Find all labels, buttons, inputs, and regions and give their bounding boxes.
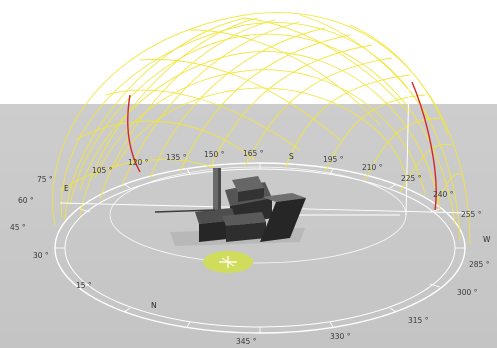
- compass-degree-285: 285 °: [469, 260, 490, 269]
- compass-degree-300: 300 °: [457, 288, 478, 297]
- compass-dir-north: N: [151, 301, 157, 310]
- compass-degree-330: 330 °: [330, 332, 351, 341]
- compass-degree-255: 255 °: [461, 210, 482, 219]
- compass-degree-135: 135 °: [166, 153, 187, 162]
- compass-dir-east: E: [64, 184, 69, 193]
- compass-degree-75: 75 °: [37, 175, 53, 184]
- helipad-marker-icon: [203, 251, 253, 273]
- seasonal-arc-east: [127, 94, 141, 173]
- compass-degree-165: 165 °: [243, 149, 264, 158]
- compass-dir-south: S: [289, 152, 294, 161]
- compass-dir-west: W: [483, 235, 491, 244]
- compass-degree-225: 225 °: [401, 174, 422, 183]
- compass-degree-45: 45 °: [10, 223, 26, 232]
- seasonal-arc-west: [411, 81, 437, 211]
- compass-degree-240: 240 °: [433, 190, 454, 199]
- compass-degree-120: 120 °: [128, 158, 149, 167]
- compass-degree-150: 150 °: [204, 150, 225, 159]
- seasonal-arcs: [127, 81, 437, 211]
- sun-ray-line: [405, 79, 410, 216]
- compass-degree-195: 195 °: [323, 155, 344, 164]
- compass-degree-105: 105 °: [92, 166, 113, 175]
- compass-ticks: [55, 163, 465, 333]
- compass-degree-345: 345 °: [236, 337, 257, 346]
- compass-degree-210: 210 °: [362, 163, 383, 172]
- sun-path-dome: [52, 12, 471, 246]
- compass-degree-30: 30 °: [33, 251, 49, 260]
- building-model[interactable]: [154, 168, 306, 246]
- compass-degree-315: 315 °: [408, 316, 429, 325]
- compass-degree-60: 60 °: [18, 196, 34, 205]
- compass-degree-15: 15 °: [76, 281, 92, 290]
